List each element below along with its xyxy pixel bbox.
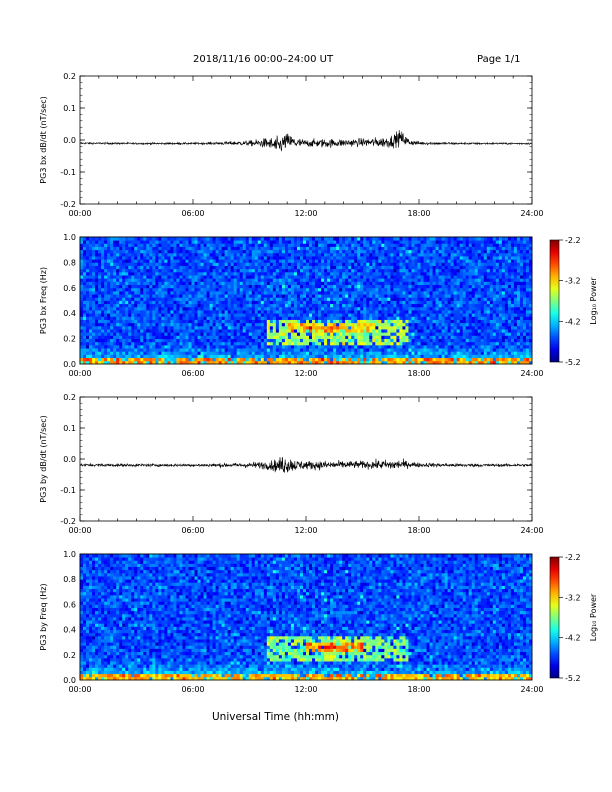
x-tick-label: 00:00 xyxy=(68,209,91,218)
y-axis-label: PG3 bx dB/dt (nT/sec) xyxy=(39,96,48,183)
y-tick-label: -0.1 xyxy=(60,168,76,177)
y-tick-label: 0.6 xyxy=(63,284,76,293)
y-tick-label: 0.8 xyxy=(63,575,76,584)
colorbar-tick-label: -3.2 xyxy=(565,593,581,602)
heatmap-cells xyxy=(80,237,533,365)
x-tick-label: 06:00 xyxy=(181,209,204,218)
x-tick-label: 24:00 xyxy=(520,369,543,378)
x-tick-label: 06:00 xyxy=(181,685,204,694)
colorbar-tick-label: -5.2 xyxy=(565,358,581,367)
y-tick-label: 0.2 xyxy=(63,393,76,402)
y-tick-label: -0.2 xyxy=(60,517,76,526)
x-tick-label: 12:00 xyxy=(294,369,317,378)
colorbar xyxy=(549,239,560,363)
y-axis-label: PG3 by Freq (Hz) xyxy=(39,583,48,650)
x-tick-label: 24:00 xyxy=(520,209,543,218)
panel-4: 00:00 06:00 12:00 18:00 24:00 1.0 0.8 0.6 0.4 0.2… xyxy=(39,550,598,694)
plot-frame xyxy=(79,553,533,681)
colorbar xyxy=(549,556,560,679)
colorbar-label: Log₁₀ Power xyxy=(589,593,598,641)
x-tick-label: 18:00 xyxy=(407,685,430,694)
panel-2: 00:00 06:00 12:00 18:00 24:00 1.0 0.8 0.6 0.4 0.2… xyxy=(39,233,598,378)
y-tick-label: 0.0 xyxy=(63,455,76,464)
panel-1: 00:00 06:00 12:00 18:00 24:00 0.2 0.1 0.0 -0.1 -0… xyxy=(39,72,544,218)
y-tick-label: 0.2 xyxy=(63,651,76,660)
colorbar-tick-label: -5.2 xyxy=(565,674,581,683)
y-tick-label: 1.0 xyxy=(63,233,76,242)
y-tick-label: 0.6 xyxy=(63,600,76,609)
x-tick-label: 18:00 xyxy=(407,209,430,218)
colorbar-tick-label: -4.2 xyxy=(565,317,581,326)
y-tick-label: 0.2 xyxy=(63,72,76,81)
x-tick-label: 18:00 xyxy=(407,369,430,378)
colorbar-tick-label: -4.2 xyxy=(565,634,581,643)
x-axis-label: Universal Time (hh:mm) xyxy=(212,711,339,723)
x-tick-label: 06:00 xyxy=(181,526,204,535)
page-label: Page 1/1 xyxy=(477,54,521,65)
y-tick-label: 0.0 xyxy=(63,360,76,369)
x-tick-label: 24:00 xyxy=(520,685,543,694)
x-tick-label: 12:00 xyxy=(294,526,317,535)
x-tick-label: 12:00 xyxy=(294,209,317,218)
x-tick-label: 00:00 xyxy=(68,526,91,535)
x-tick-label: 24:00 xyxy=(520,526,543,535)
plot-frame xyxy=(79,396,533,522)
y-tick-label: 0.0 xyxy=(63,676,76,685)
y-tick-label: 0.1 xyxy=(63,424,76,433)
heatmap-cells xyxy=(80,554,533,681)
y-axis-label: PG3 by dB/dt (nT/sec) xyxy=(39,415,48,502)
y-tick-label: 0.0 xyxy=(63,136,76,145)
y-tick-label: 1.0 xyxy=(63,550,76,559)
y-tick-label: 0.4 xyxy=(63,309,76,318)
y-tick-label: 0.8 xyxy=(63,258,76,267)
plot-frame xyxy=(79,236,533,365)
plot-title: 2018/11/16 00:00–24:00 UT xyxy=(193,54,334,65)
x-tick-label: 00:00 xyxy=(68,685,91,694)
y-axis-label: PG3 bx Freq (Hz) xyxy=(39,267,48,334)
plot-frame xyxy=(79,75,533,205)
panel-3: 00:00 06:00 12:00 18:00 24:00 0.2 0.1 0.0 -0.1 -0… xyxy=(39,393,544,535)
y-tick-label: 0.2 xyxy=(63,335,76,344)
y-tick-label: 0.1 xyxy=(63,104,76,113)
x-tick-label: 12:00 xyxy=(294,685,317,694)
colorbar-tick-label: -2.2 xyxy=(565,553,581,562)
x-tick-label: 00:00 xyxy=(68,369,91,378)
x-tick-label: 18:00 xyxy=(407,526,430,535)
y-tick-label: -0.1 xyxy=(60,486,76,495)
y-tick-label: -0.2 xyxy=(60,200,76,209)
series-line xyxy=(79,130,533,152)
colorbar-tick-label: -3.2 xyxy=(565,277,581,286)
colorbar-label: Log₁₀ Power xyxy=(589,277,598,325)
y-tick-label: 0.4 xyxy=(63,626,76,635)
colorbar-tick-label: -2.2 xyxy=(565,236,581,245)
x-tick-label: 06:00 xyxy=(181,369,204,378)
series-line xyxy=(79,457,533,473)
